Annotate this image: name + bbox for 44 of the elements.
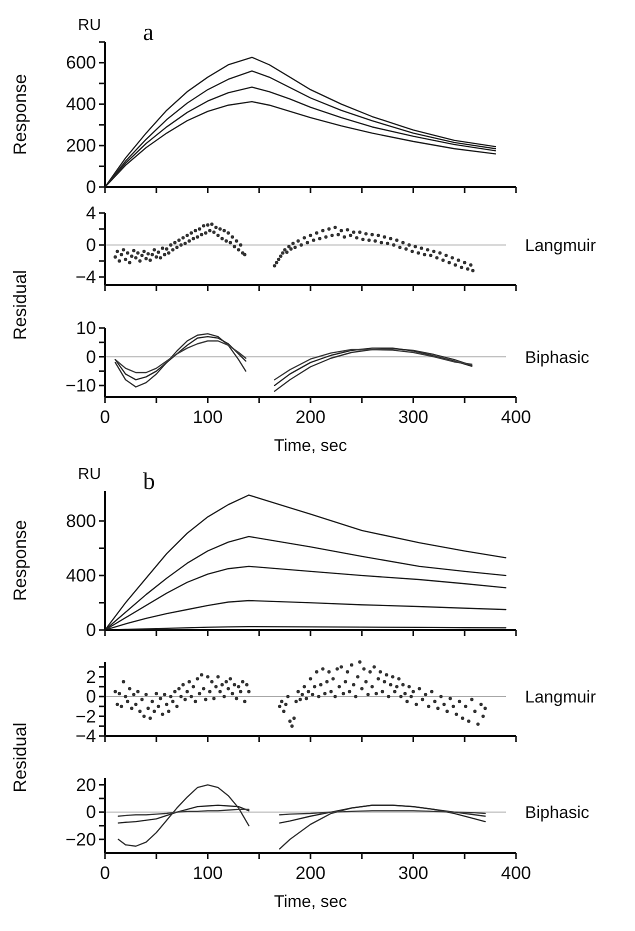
chart-title: a bbox=[143, 20, 154, 46]
y-tick-label: 0 bbox=[86, 177, 96, 197]
y-tick-label: −2 bbox=[75, 706, 96, 726]
text: Biphasic bbox=[525, 348, 590, 367]
y-tick-label: 400 bbox=[66, 565, 96, 586]
y-tick-label: 400 bbox=[66, 94, 96, 114]
y-axis-title: Residual bbox=[10, 270, 30, 340]
y-tick-label: 4 bbox=[86, 203, 96, 223]
chart-title: b bbox=[143, 469, 155, 495]
y-tick-label: 0 bbox=[86, 620, 96, 640]
x-axis-title: Time, sec bbox=[274, 436, 348, 455]
y-tick-label: 0 bbox=[86, 802, 96, 822]
y-tick-label: 0 bbox=[86, 686, 96, 707]
y-tick-label: −10 bbox=[65, 376, 96, 396]
y-tick-label: 600 bbox=[66, 52, 96, 73]
y-tick-label: 200 bbox=[66, 136, 96, 156]
x-tick-label: 300 bbox=[398, 407, 428, 427]
text: Biphasic bbox=[525, 803, 590, 822]
x-tick-label: 200 bbox=[295, 407, 326, 427]
y-tick-label: 2 bbox=[86, 666, 96, 687]
y-tick-label: 0 bbox=[86, 346, 96, 367]
x-tick-label: 200 bbox=[295, 863, 326, 883]
y-tick-label: −4 bbox=[75, 726, 96, 746]
text: RU bbox=[78, 466, 101, 483]
y-tick-label: −20 bbox=[65, 829, 96, 850]
x-tick-label: 300 bbox=[398, 863, 428, 883]
y-axis-title: Response bbox=[10, 74, 30, 156]
y-tick-label: −4 bbox=[75, 267, 96, 287]
y-tick-label: 10 bbox=[76, 318, 96, 338]
y-tick-label: 20 bbox=[76, 774, 96, 795]
x-axis-title: Time, sec bbox=[274, 892, 348, 911]
text: Langmuir bbox=[525, 236, 596, 255]
x-tick-label: 100 bbox=[192, 407, 223, 427]
x-tick-label: 400 bbox=[500, 863, 532, 883]
x-tick-label: 400 bbox=[500, 407, 532, 427]
y-tick-label: 0 bbox=[86, 235, 96, 255]
y-tick-label: 800 bbox=[66, 510, 96, 531]
x-tick-label: 100 bbox=[192, 863, 223, 883]
x-tick-label: 0 bbox=[100, 407, 110, 427]
x-tick-label: 0 bbox=[100, 863, 110, 883]
y-axis-title: Residual bbox=[10, 722, 30, 793]
y-axis-title: Response bbox=[10, 520, 30, 602]
text: RU bbox=[78, 17, 101, 34]
text: Langmuir bbox=[525, 688, 596, 707]
